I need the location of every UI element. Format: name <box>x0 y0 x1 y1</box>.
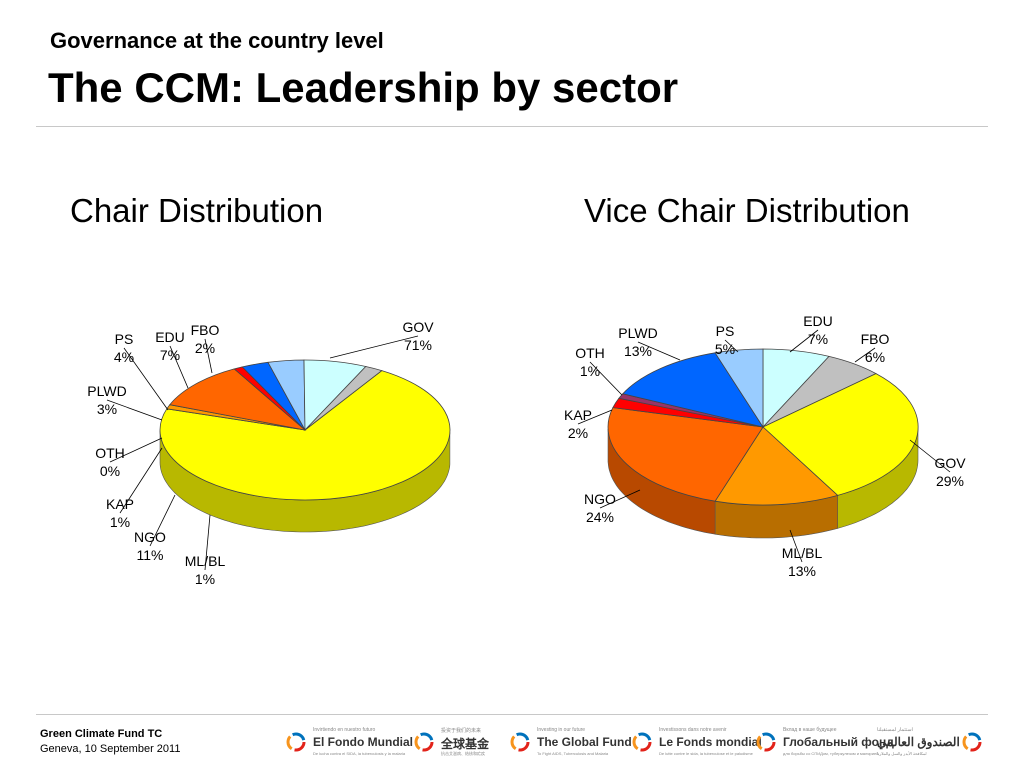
slice-label-oth: OTH <box>95 445 125 461</box>
logo-subline: для борьбы со СПИДом, туберкулезом и мал… <box>783 751 879 756</box>
slice-label-ps: PS <box>115 331 134 347</box>
slice-label-edu: EDU <box>155 329 185 345</box>
slice-label-mlbl: ML/BL <box>782 545 823 561</box>
slice-value-mlbl: 1% <box>195 571 215 587</box>
global-fund-swirl-icon <box>632 732 652 752</box>
global-fund-swirl-icon <box>756 732 776 752</box>
footer-date: Geneva, 10 September 2011 <box>40 743 181 755</box>
pie-slice-fbo <box>304 366 383 431</box>
header-divider <box>36 126 988 127</box>
slice-label-plwd: PLWD <box>87 383 126 399</box>
slice-value-plwd: 13% <box>624 343 652 359</box>
slice-label-gov: GOV <box>934 455 966 471</box>
logo-name: Le Fonds mondial <box>659 735 762 749</box>
slide-subtitle: Governance at the country level <box>50 28 384 53</box>
slice-value-oth: 1% <box>580 363 600 379</box>
leader-line-edu <box>789 329 819 353</box>
slice-value-fbo: 6% <box>865 349 885 365</box>
leader-line-kap <box>119 447 163 514</box>
slice-value-oth: 0% <box>100 463 120 479</box>
slice-value-gov: 29% <box>936 473 964 489</box>
slice-value-edu: 7% <box>808 331 828 347</box>
pie-slice-ngo <box>607 407 764 502</box>
logo-tagline: Вклад в наше будущее <box>783 727 837 733</box>
global-fund-swirl-icon <box>414 732 434 752</box>
logo-name: Глобальный фонд <box>783 735 894 749</box>
slice-label-fbo: FBO <box>191 322 220 338</box>
logo-subline: To Fight AIDS, Tuberculosis and Malaria <box>537 751 609 756</box>
leader-line-gov <box>909 439 951 473</box>
leader-line-ngo <box>149 494 176 547</box>
chair-pie: GOV71%ML/BL1%NGO11%KAP1%OTH0%PLWD3%PS4%E… <box>87 319 451 587</box>
leader-line-mlbl <box>789 529 803 563</box>
chair-chart-title: Chair Distribution <box>70 192 324 229</box>
global-fund-swirl-icon <box>510 732 530 752</box>
slice-value-plwd: 3% <box>97 401 117 417</box>
slice-label-edu: EDU <box>803 313 833 329</box>
logo-name: 全球基金 <box>441 737 490 751</box>
leader-line-plwd <box>106 399 163 421</box>
leader-line-oth <box>589 361 623 396</box>
slice-label-gov: GOV <box>402 319 434 335</box>
slice-label-plwd: PLWD <box>618 325 657 341</box>
leader-line-oth <box>109 437 163 463</box>
partner-logos: Invirtiendo en nuestro futuro El Fondo M… <box>285 725 985 761</box>
global-fund-swirl-icon <box>962 732 982 752</box>
pie-slice-plwd <box>622 352 764 428</box>
slice-value-edu: 7% <box>160 347 180 363</box>
leader-line-gov <box>329 335 419 359</box>
leader-line-kap <box>577 409 613 425</box>
slice-value-ps: 4% <box>114 349 134 365</box>
leader-line-mlbl <box>204 514 211 571</box>
slice-value-ngo: 24% <box>586 509 614 525</box>
footer-divider <box>36 714 988 715</box>
slice-value-mlbl: 13% <box>788 563 816 579</box>
leader-line-fbo <box>854 347 876 363</box>
pie-slice-gov <box>762 373 919 496</box>
slice-label-kap: KAP <box>106 496 134 512</box>
logo-subline: De lutte contre le sida, la tuberculose … <box>659 751 753 756</box>
slice-label-fbo: FBO <box>861 331 890 347</box>
slice-value-ngo: 11% <box>137 547 164 563</box>
logo-tagline: Investing in our future <box>537 727 586 733</box>
logo-tagline: Invirtiendo en nuestro futuro <box>313 727 376 733</box>
slice-label-mlbl: ML/BL <box>185 553 226 569</box>
pie-slice-ps <box>714 348 764 429</box>
logo-tagline: 投资于我们的未来 <box>441 728 482 734</box>
footer-organization: Green Climate Fund TC <box>40 728 163 740</box>
pie-slice-mlbl <box>714 426 839 506</box>
slice-value-kap: 1% <box>110 514 130 530</box>
slice-value-gov: 71% <box>404 337 432 353</box>
leader-line-plwd <box>637 341 681 361</box>
slice-value-fbo: 2% <box>195 340 215 356</box>
slice-label-kap: KAP <box>564 407 592 423</box>
logo-subline: 抗击艾滋病、结核和疟疾 <box>441 751 485 756</box>
slice-value-kap: 2% <box>568 425 588 441</box>
logo-name: The Global Fund <box>537 735 632 749</box>
slice-label-ps: PS <box>716 323 735 339</box>
logo-tagline: Investissons dans notre avenir <box>659 727 727 733</box>
vice-chair-pie: EDU 7% FBO 6% GOV 29% ML/BL 13% NGO 24% KAP 2% OTH 1%… <box>564 313 966 579</box>
slice-label-ngo: NGO <box>134 529 166 545</box>
logo-name: El Fondo Mundial <box>313 735 413 749</box>
slide-title: The CCM: Leadership by sector <box>48 64 679 111</box>
leader-line-fbo <box>204 338 213 374</box>
slice-label-oth: OTH <box>575 345 605 361</box>
logo-name: الصندوق العالمي <box>877 735 960 749</box>
slice-value-ps: 5% <box>715 341 735 357</box>
leader-line-ngo <box>599 489 641 509</box>
logo-subline: لمكافحة الأيدز والسل والملاريا <box>877 751 927 756</box>
pie-slice-ngo <box>169 368 307 431</box>
slice-label-ngo: NGO <box>584 491 616 507</box>
leader-line-edu <box>169 345 189 389</box>
logo-tagline: استثمار لمستقبلنا <box>877 727 913 733</box>
pie-slice-gov <box>159 370 451 501</box>
leader-line-ps <box>724 339 739 353</box>
leader-line-ps <box>123 347 169 411</box>
global-fund-swirl-icon <box>286 732 306 752</box>
vice-chair-chart-title: Vice Chair Distribution <box>584 192 910 229</box>
logo-subline: De lucha contra el SIDA, la tuberculosis… <box>313 751 406 756</box>
